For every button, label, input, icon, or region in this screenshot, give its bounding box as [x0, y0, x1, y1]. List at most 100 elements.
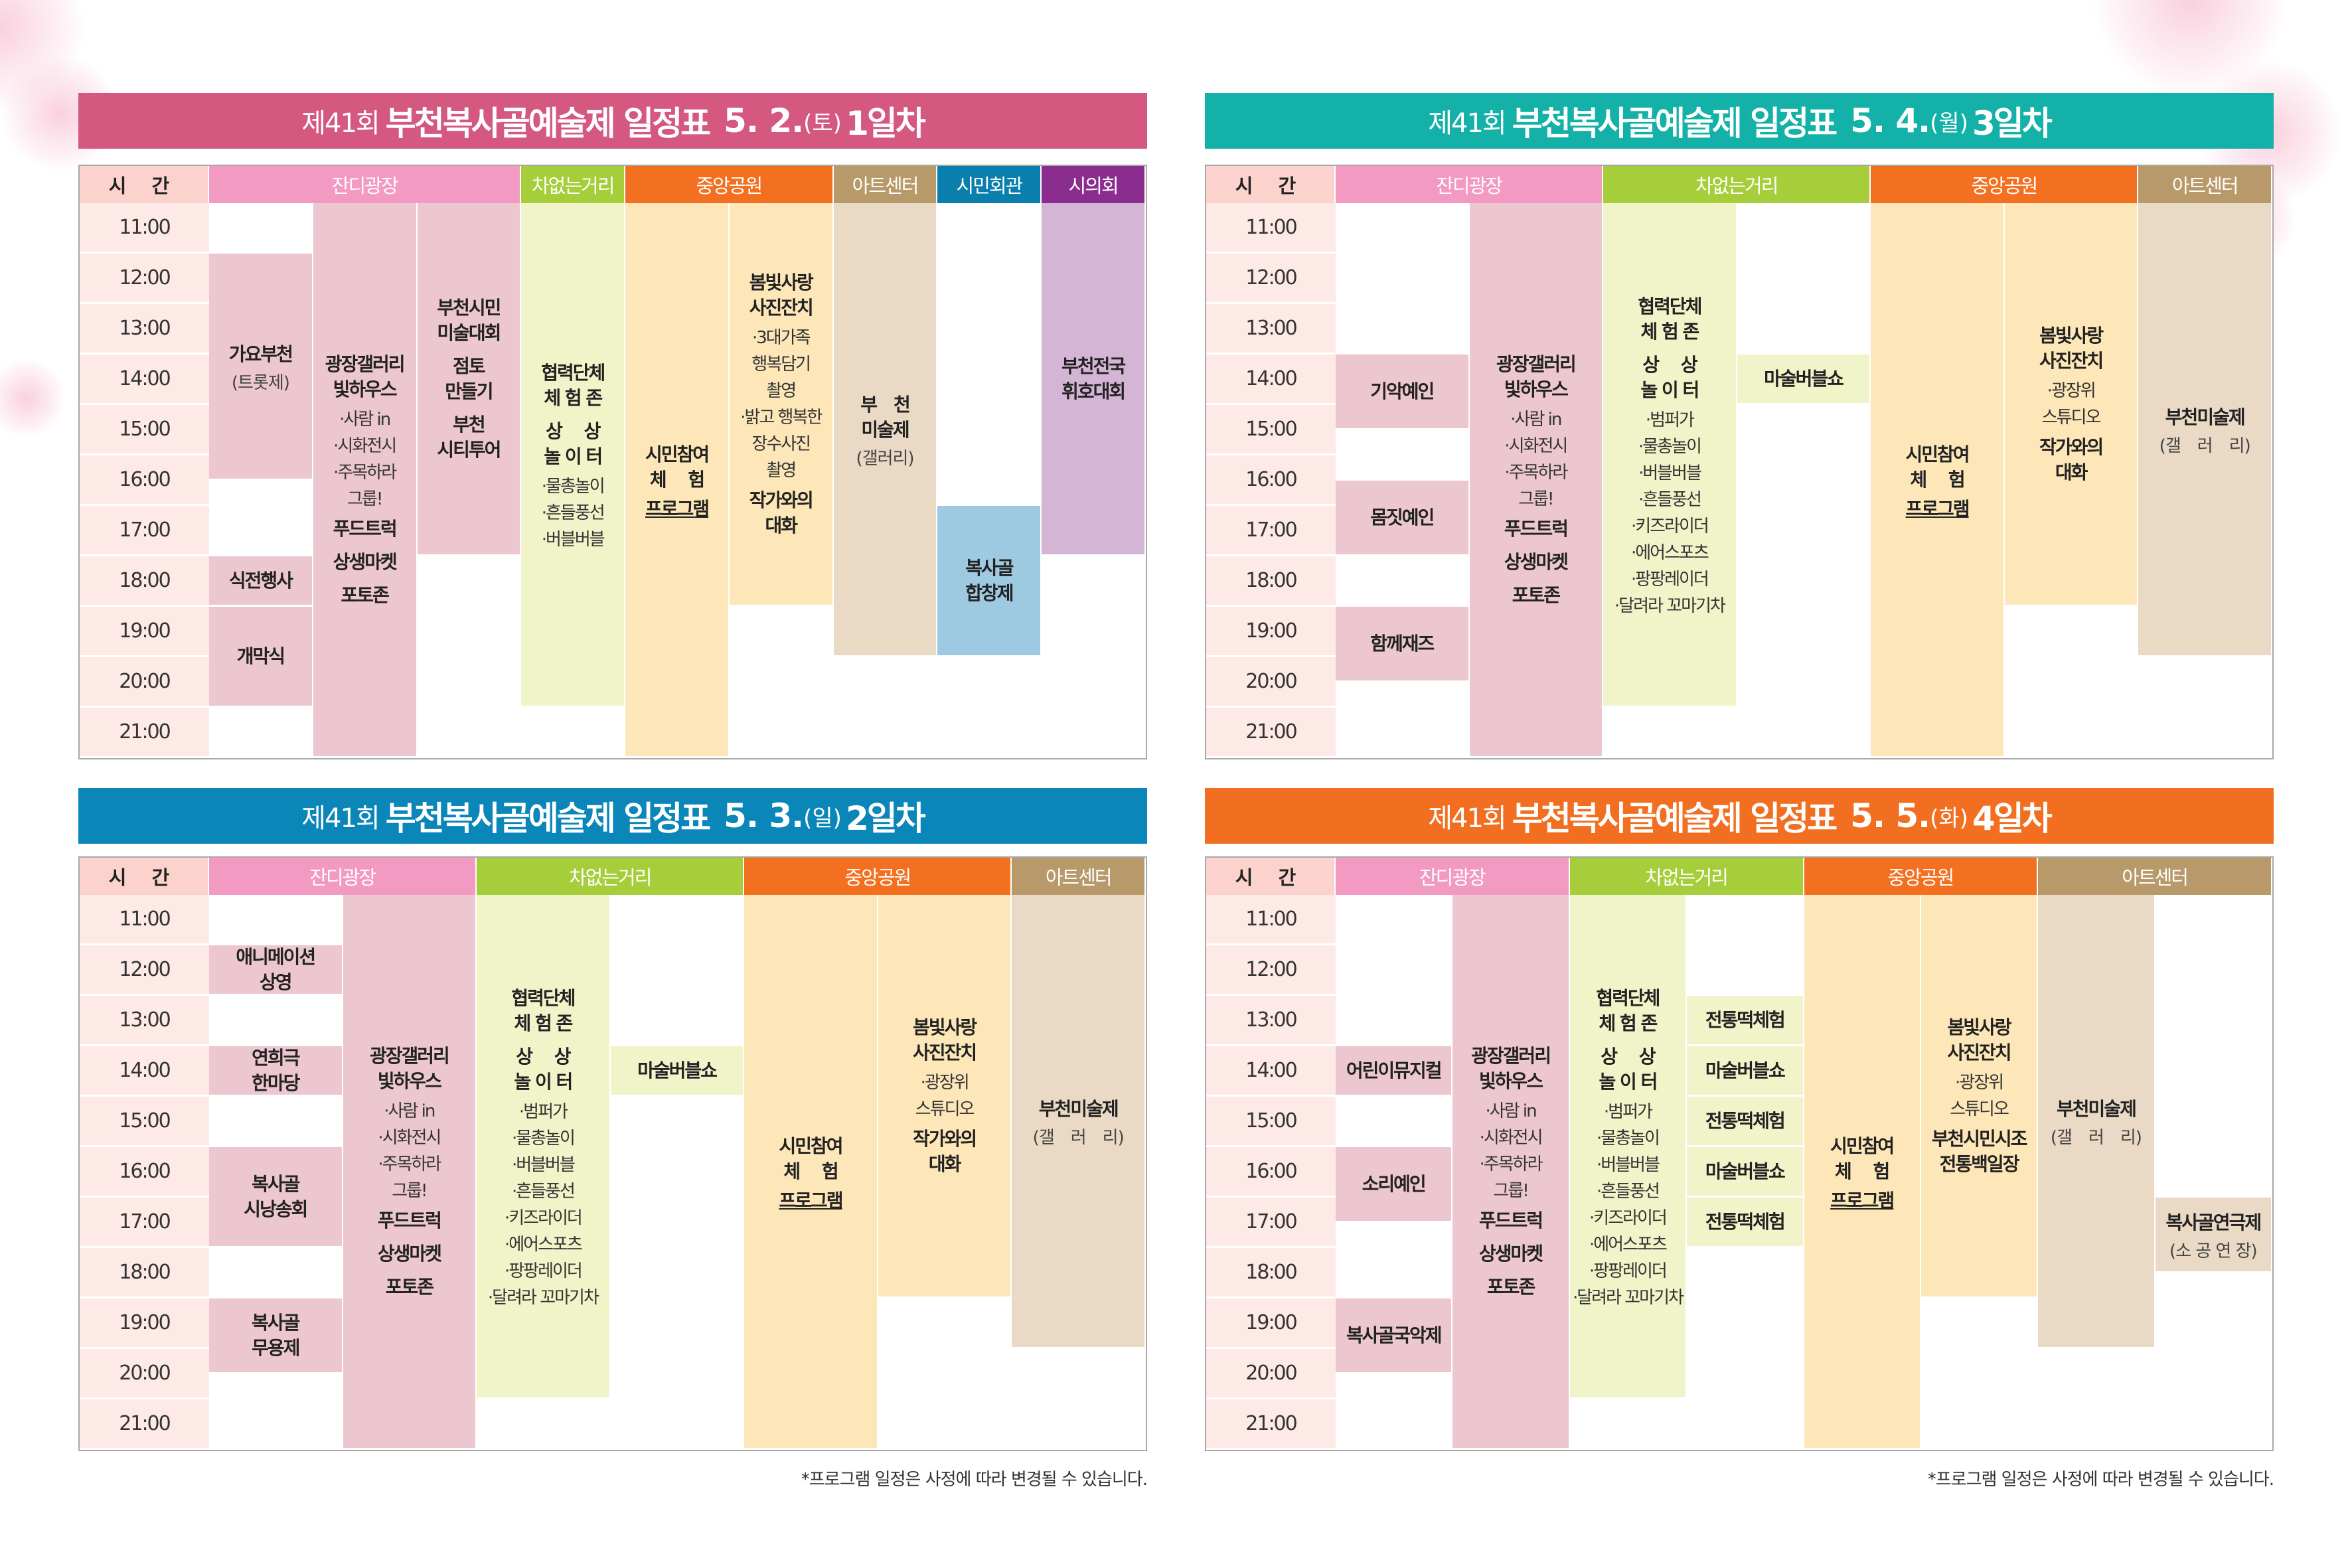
event-block[interactable]: 개막식: [209, 607, 313, 708]
event-text: 푸드트럭: [1504, 517, 1569, 540]
event-text: 작가와의 대화: [749, 489, 814, 536]
event-block[interactable]: 시민참여 체 험 프로그램: [744, 895, 878, 1450]
title-name: 부천복사골예술제 일정표: [385, 104, 711, 143]
time-column-header: 시 간: [80, 858, 209, 895]
time-slot-label: 16:00: [80, 1147, 209, 1198]
venue-header: 차없는거리: [1569, 858, 1804, 895]
event-block[interactable]: 식전행사: [209, 556, 313, 607]
event-text: ·범퍼가 ·물총놀이 ·버블버블 ·흔들풍선 ·키즈라이더 ·에어스포츠 ·팡팡…: [1614, 410, 1726, 616]
event-block[interactable]: 전통떡체험: [1687, 1198, 1804, 1248]
event-block[interactable]: 시민참여 체 험 프로그램: [1871, 203, 2005, 758]
event-text: 부천시민 미술대회: [437, 296, 501, 344]
event-block[interactable]: 복사골 합창제: [937, 506, 1042, 657]
event-text: 함께재즈: [1370, 632, 1435, 655]
time-slot-label: 11:00: [1206, 895, 1336, 945]
time-slot-label: 15:00: [80, 405, 209, 455]
title-day: 4일차: [1972, 799, 2053, 838]
event-block[interactable]: 마술버블쇼: [1737, 354, 1871, 405]
event-block[interactable]: 마술버블쇼: [1687, 1147, 1804, 1198]
event-block[interactable]: 전통떡체험: [1687, 996, 1804, 1046]
event-block[interactable]: 부천미술제 (갤 러 리): [1012, 895, 1146, 1349]
event-block[interactable]: 부 천 미술제 (갤러리): [833, 203, 938, 657]
title-date: 5. 4.: [1850, 102, 1930, 140]
event-block[interactable]: 부천미술제 (갤 러 리): [2038, 895, 2156, 1349]
time-slot-label: 13:00: [1206, 996, 1336, 1046]
venue-header: 잔디광장: [1336, 166, 1604, 203]
event-text: 포토존: [341, 584, 390, 606]
time-slot-label: 21:00: [80, 708, 209, 758]
event-block[interactable]: 봄빛사랑 사진잔치 ·광장위 스튜디오 작가와의 대화: [2004, 203, 2139, 607]
event-block[interactable]: 광장갤러리 빛하우스 ·사람 in ·시화전시 ·주목하라 그룹! 푸드트럭 상생마켓…: [1452, 895, 1570, 1450]
venue-header: 시민회관: [937, 166, 1042, 203]
time-slot-label: 16:00: [80, 455, 209, 506]
timetable-grid: 시 간 잔디광장 차없는거리 중앙공원 아트센터 11:00 12:00 13:00 14:00…: [1205, 165, 2274, 759]
event-block[interactable]: 전통떡체험: [1687, 1097, 1804, 1147]
event-text: 봄빛사랑 사진잔치: [913, 1016, 977, 1063]
event-block[interactable]: 어린이뮤지컬: [1336, 1046, 1453, 1097]
event-text: (트롯제): [231, 372, 290, 393]
event-text: 푸드트럭: [1479, 1209, 1543, 1231]
event-block[interactable]: 봄빛사랑 사진잔치 ·광장위 스튜디오 작가와의 대화: [878, 895, 1012, 1298]
time-slot-label: 16:00: [1206, 1147, 1336, 1198]
event-block[interactable]: 기악예인: [1336, 354, 1470, 430]
event-text: 봄빛사랑 사진잔치: [749, 271, 814, 319]
event-text: 전통떡체험: [1705, 1210, 1786, 1233]
event-text: 복사골 무용제: [252, 1311, 300, 1359]
event-block[interactable]: 복사골 시낭송회: [209, 1147, 343, 1248]
event-block[interactable]: 광장갤러리 빛하우스 ·사람 in ·시화전시 ·주목하라 그룹! 푸드트럭 상생마켓…: [313, 203, 418, 758]
schedule-title: 제41회 부천복사골예술제 일정표 5. 4. (월) 3일차: [1205, 93, 2274, 149]
venue-header: 잔디광장: [209, 166, 522, 203]
time-slot-label: 18:00: [80, 556, 209, 607]
blossom-shape: [2091, 0, 2290, 100]
time-slot-label: 19:00: [80, 607, 209, 657]
event-text: 전통떡체험: [1705, 1008, 1786, 1031]
time-slot-label: 21:00: [80, 1399, 209, 1450]
title-weekday: (일): [803, 805, 842, 832]
title-day: 1일차: [845, 104, 926, 143]
event-block[interactable]: 시민참여 체 험 프로그램: [1804, 895, 1921, 1450]
event-block[interactable]: 광장갤러리 빛하우스 ·사람 in ·시화전시 ·주목하라 그룹! 푸드트럭 상생마켓…: [343, 895, 477, 1450]
event-text: 부천미술제: [1038, 1097, 1119, 1120]
title-prefix: 제41회: [1428, 803, 1506, 834]
event-block[interactable]: 몸짓예인: [1336, 481, 1470, 556]
event-block[interactable]: 부천미술제 (갤 러 리): [2138, 203, 2272, 657]
event-block[interactable]: 복사골 무용제: [209, 1298, 343, 1374]
event-block[interactable]: 연희극 한마당: [209, 1046, 343, 1097]
time-column-header: 시 간: [1206, 166, 1336, 203]
event-text: 가요부천: [228, 343, 293, 365]
event-block[interactable]: 마술버블쇼: [1687, 1046, 1804, 1097]
event-block[interactable]: 가요부천 (트롯제): [209, 254, 313, 481]
event-text: 시민참여 체 험: [779, 1135, 844, 1182]
event-block[interactable]: 봄빛사랑 사진잔치 ·광장위 스튜디오 부천시민시조 전통백일장: [1921, 895, 2039, 1298]
event-block[interactable]: 봄빛사랑 사진잔치 ·3대가족 행복담기 촬영 ·밝고 행복한 장수사진 촬영 작가…: [729, 203, 834, 607]
venue-header: 아트센터: [833, 166, 938, 203]
event-text: 연희극 한마당: [252, 1046, 300, 1094]
event-block[interactable]: 애니메이션 상영: [209, 945, 343, 996]
event-text: 부 천 미술제: [860, 393, 911, 441]
time-slot-label: 15:00: [1206, 1097, 1336, 1147]
event-text: 전통떡체험: [1705, 1109, 1786, 1132]
event-block[interactable]: 소리예인: [1336, 1147, 1453, 1223]
event-text: ·광장위 스튜디오: [2041, 380, 2102, 428]
event-block[interactable]: 시민참여 체 험 프로그램: [625, 203, 730, 758]
event-block[interactable]: 함께재즈: [1336, 607, 1470, 682]
time-slot-label: 13:00: [1206, 304, 1336, 354]
event-block[interactable]: 부천시민 미술대회 점토 만들기 부천 시티투어: [417, 203, 522, 556]
event-block[interactable]: 마술버블쇼: [610, 1046, 745, 1097]
event-block[interactable]: 광장갤러리 빛하우스 ·사람 in ·시화전시 ·주목하라 그룹! 푸드트럭 상생마켓…: [1469, 203, 1604, 758]
title-day: 2일차: [845, 799, 926, 838]
schedule-change-note: *프로그램 일정은 사정에 따라 변경될 수 있습니다.: [801, 1470, 1148, 1490]
time-slot-label: 11:00: [1206, 203, 1336, 254]
event-text: 광장갤러리 빛하우스: [369, 1044, 450, 1092]
event-text: 복사골국악제: [1346, 1324, 1443, 1346]
event-block[interactable]: 복사골연극제 (소 공 연 장): [2155, 1198, 2272, 1273]
event-block[interactable]: 복사골국악제: [1336, 1298, 1453, 1374]
time-slot-label: 20:00: [1206, 1349, 1336, 1399]
event-block[interactable]: 부천전국 휘호대회: [1042, 203, 1146, 556]
event-text: 부천전국 휘호대회: [1061, 354, 1126, 402]
event-text: 식전행사: [228, 569, 293, 591]
